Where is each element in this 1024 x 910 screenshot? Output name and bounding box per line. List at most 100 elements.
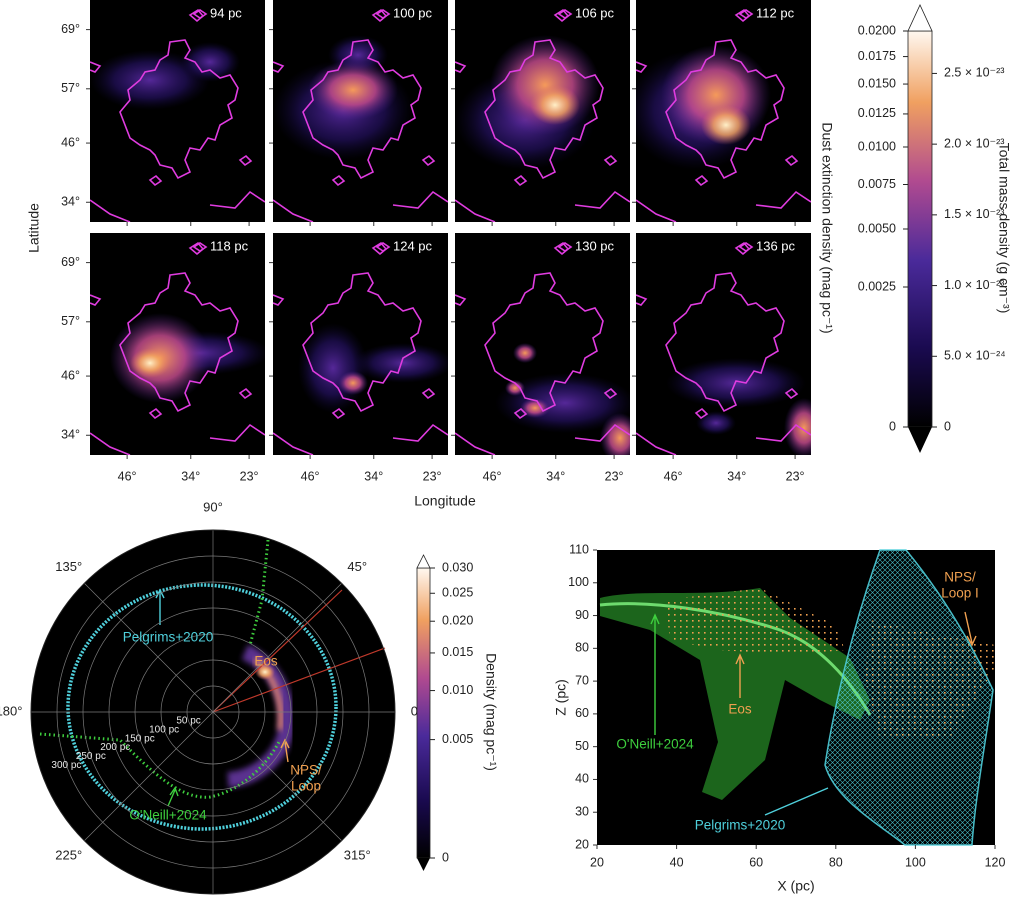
map-body xyxy=(90,0,265,222)
panel-label: 100 pc xyxy=(393,5,433,20)
contour-icon xyxy=(192,9,208,19)
x-tick-label: 34° xyxy=(181,469,200,483)
y-axis-label: Latitude xyxy=(26,203,42,253)
scatter-axes: 20 40 60 80 100 120 20 30 40 50 60 70 80 90 100 110 X (p… xyxy=(553,542,1006,893)
map-panel: 100 pc xyxy=(269,0,448,226)
colorbar-tick-label: 2.0 × 10⁻²³ xyxy=(944,136,1004,150)
x-tick-label: 46° xyxy=(483,469,502,483)
angular-grid xyxy=(84,711,214,841)
arrow xyxy=(167,786,179,807)
arrow xyxy=(764,787,829,816)
radial-tick-label: 250 pc xyxy=(76,751,106,762)
density-blob xyxy=(495,373,630,433)
pelgrims-shell xyxy=(66,583,338,831)
density-blob xyxy=(530,85,580,125)
scatter-decoration xyxy=(597,549,995,846)
arrow xyxy=(735,653,745,698)
annotation: Loop I xyxy=(941,586,979,601)
map-panel: 118 pc 46° 34° 23° 34° 46° 57° 69° xyxy=(61,233,265,483)
colorbar-extend-top xyxy=(907,4,933,32)
density-blob xyxy=(513,343,537,363)
oneill-shell xyxy=(39,539,282,799)
x-tick-label: 23° xyxy=(423,469,442,483)
colorbar-tick-label: 2.5 × 10⁻²³ xyxy=(944,66,1004,80)
colorbar-tick-label: 0.010 xyxy=(442,683,473,697)
contour-icon xyxy=(738,9,754,19)
map-body xyxy=(273,0,448,222)
radial-tick-label: 50 pc xyxy=(176,716,200,727)
map-body xyxy=(636,233,811,455)
annotation: Pelgrims+2020 xyxy=(695,818,785,833)
x-tick-label: 34° xyxy=(364,469,383,483)
colorbar-tick-label: 0.0050 xyxy=(858,221,896,235)
colorbar-tick-label: 0.0150 xyxy=(858,76,896,90)
map-body xyxy=(636,0,811,222)
colorbar-extend-bottom xyxy=(908,427,932,453)
panel-label: 118 pc xyxy=(210,238,249,253)
y-tick-label: 110 xyxy=(569,542,589,556)
x-tick-label: 120 xyxy=(985,855,1006,869)
annotation: O'Neill+2024 xyxy=(616,737,694,752)
panel-label: 106 pc xyxy=(575,5,615,20)
y-tick-label: 30 xyxy=(575,805,589,819)
density-blob xyxy=(353,343,448,383)
colorbar-label: Density (mag pc⁻¹) xyxy=(483,653,499,771)
angular-tick-label: 135° xyxy=(55,559,82,574)
pelgrims-mesh xyxy=(824,549,994,846)
contour-icon xyxy=(557,242,573,252)
density-blob xyxy=(505,380,525,396)
density-blob xyxy=(338,371,368,395)
panel-label: 112 pc xyxy=(756,5,795,20)
panel-label: 136 pc xyxy=(756,238,796,253)
colorbar: 0 0.0025 0.0050 0.0075 0.0100 0.0125 0.0150 0.0… xyxy=(819,4,1012,453)
map-panel: 112 pc xyxy=(632,0,811,226)
x-axis-label: X (pc) xyxy=(777,878,814,894)
y-tick-label: 50 xyxy=(575,739,589,753)
arrow xyxy=(280,738,290,763)
y-axis-label: Z (pc) xyxy=(553,679,569,716)
colorbar-tick-label: 0.0025 xyxy=(858,279,896,293)
arrow xyxy=(964,611,977,647)
contour-icon xyxy=(192,242,208,252)
y-tick-label: 34° xyxy=(61,428,80,442)
colorbar-tick-label: 0.005 xyxy=(442,732,473,746)
x-tick-label: 46° xyxy=(301,469,320,483)
eos-points xyxy=(665,588,845,655)
contour-icon xyxy=(738,242,754,252)
contour-icon xyxy=(375,9,391,19)
sightline xyxy=(212,647,386,713)
y-tick-label: 20 xyxy=(575,837,589,851)
colorbar-tick-label: 5.0 × 10⁻²⁴ xyxy=(944,349,1006,363)
angular-grid xyxy=(84,583,214,713)
colorbar-tick-label: 0.030 xyxy=(442,560,473,574)
angular-tick-label: 45° xyxy=(347,559,367,574)
x-tick-label: 46° xyxy=(664,469,683,483)
angular-tick-label: 315° xyxy=(344,848,371,863)
colorbar-label: Dust extinction density (mag pc⁻¹) xyxy=(819,122,835,333)
density-blob xyxy=(784,398,811,455)
map-body xyxy=(455,233,630,455)
x-tick-label: 23° xyxy=(605,469,624,483)
y-tick-label: 100 xyxy=(568,575,589,589)
colorbar-tick-label: 0 xyxy=(442,850,449,864)
polar-frame xyxy=(30,529,396,895)
x-tick-label: 100 xyxy=(905,855,926,869)
map-panel: 130 pc 46° 34° 23° xyxy=(451,233,630,483)
arrow xyxy=(650,613,660,735)
colorbar-tick-label: 0 xyxy=(944,419,951,433)
colorbar-tick-label: 1.0 × 10⁻²³ xyxy=(944,278,1004,292)
x-tick-label: 60 xyxy=(749,855,763,869)
x-tick-label: 34° xyxy=(727,469,746,483)
angular-grid xyxy=(212,583,342,713)
y-tick-label: 57° xyxy=(61,81,80,95)
map-panel: 124 pc 46° 34° 23° xyxy=(269,233,448,483)
annotation: Eos xyxy=(254,654,278,669)
y-tick-label: 69° xyxy=(61,22,80,36)
colorbar-body xyxy=(907,30,933,428)
contour-icon xyxy=(375,242,391,252)
y-tick-label: 46° xyxy=(61,368,80,382)
sightline xyxy=(212,589,343,713)
density-blob xyxy=(130,348,170,378)
y-tick-label: 70 xyxy=(575,673,589,687)
